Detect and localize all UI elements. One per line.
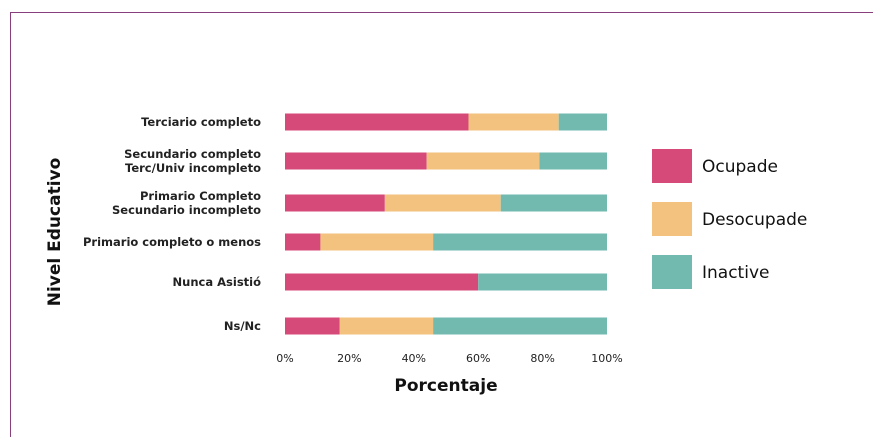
category-label-1: Secundario completo Terc/Univ incompleto xyxy=(124,147,261,175)
bar-segment-ocupade-5 xyxy=(285,317,340,335)
category-label-line: Ns/Nc xyxy=(224,319,261,333)
legend-swatch-desocupade xyxy=(652,202,692,236)
category-label-line: Secundario incompleto xyxy=(112,203,261,217)
x-tick-label: 80% xyxy=(530,352,554,365)
x-axis-title: Porcentaje xyxy=(394,376,497,396)
bar-segment-desocupade-3 xyxy=(320,233,434,251)
legend: Ocupade Desocupade Inactive xyxy=(652,149,807,289)
legend-swatch-inactive xyxy=(652,255,692,289)
x-tick-label: 20% xyxy=(337,352,361,365)
category-label-5: Ns/Nc xyxy=(224,319,261,333)
figure-frame xyxy=(10,12,873,437)
bar-segment-inactive-5 xyxy=(433,317,607,335)
bar-segment-desocupade-0 xyxy=(468,113,559,131)
bar-segment-inactive-2 xyxy=(500,194,607,212)
category-label-line: Primario Completo xyxy=(140,189,261,203)
bar-segment-ocupade-1 xyxy=(285,152,427,170)
x-tick-label: 40% xyxy=(402,352,426,365)
x-tick-label: 0% xyxy=(276,352,293,365)
category-labels: Terciario completo Secundario completo Ter… xyxy=(83,115,261,333)
x-tick-label: 60% xyxy=(466,352,490,365)
legend-label-ocupade: Ocupade xyxy=(702,157,778,177)
category-label-4: Nunca Asistió xyxy=(173,275,262,289)
bar-segment-ocupade-3 xyxy=(285,233,321,251)
bar-segment-desocupade-5 xyxy=(339,317,434,335)
category-label-line: Terc/Univ incompleto xyxy=(125,161,261,175)
legend-swatch-ocupade xyxy=(652,149,692,183)
bar-segment-desocupade-1 xyxy=(426,152,540,170)
legend-label-desocupade: Desocupade xyxy=(702,210,807,230)
category-label-line: Terciario completo xyxy=(141,115,261,129)
bar-segment-ocupade-2 xyxy=(285,194,385,212)
bar-segment-ocupade-4 xyxy=(285,273,479,291)
x-tick-labels: 0% 20% 40% 60% 80% 100% xyxy=(276,352,622,365)
bar-segment-inactive-0 xyxy=(558,113,607,131)
legend-label-inactive: Inactive xyxy=(702,263,769,283)
bar-segment-inactive-4 xyxy=(478,273,607,291)
category-label-2: Primario Completo Secundario incompleto xyxy=(112,189,261,217)
category-label-3: Primario completo o menos xyxy=(83,235,261,249)
bars-group xyxy=(285,113,607,335)
y-axis-title: Nivel Educativo xyxy=(45,158,65,307)
bar-segment-inactive-1 xyxy=(539,152,607,170)
category-label-line: Primario completo o menos xyxy=(83,235,261,249)
bar-segment-ocupade-0 xyxy=(285,113,469,131)
bar-segment-desocupade-2 xyxy=(384,194,501,212)
category-label-line: Secundario completo xyxy=(124,147,261,161)
x-tick-label: 100% xyxy=(591,352,622,365)
category-label-0: Terciario completo xyxy=(141,115,261,129)
bar-segment-inactive-3 xyxy=(433,233,607,251)
category-label-line: Nunca Asistió xyxy=(173,275,262,289)
